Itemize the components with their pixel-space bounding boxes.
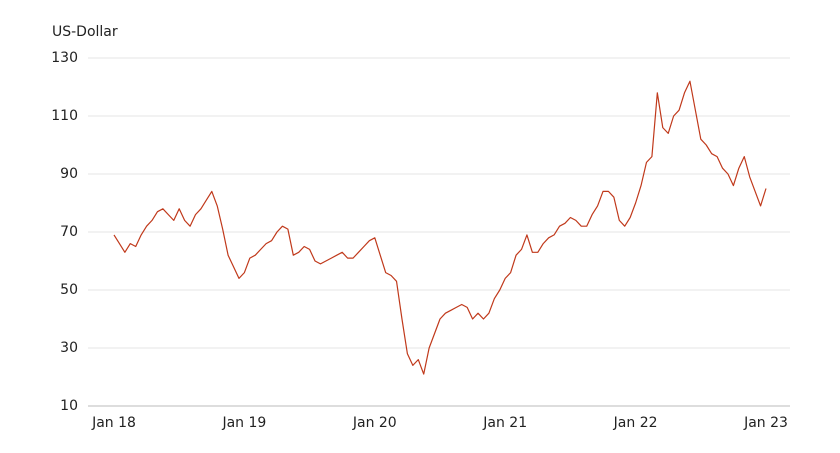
y-tick-label: 90 [60, 166, 78, 182]
x-tick-label: Jan 18 [91, 415, 136, 431]
x-tick-label: Jan 21 [482, 415, 527, 431]
y-axis-label: US-Dollar [52, 24, 118, 40]
x-tick-label: Jan 23 [743, 415, 788, 431]
x-tick-label: Jan 19 [221, 415, 266, 431]
y-tick-label: 70 [60, 224, 78, 240]
y-tick-label: 50 [60, 282, 78, 298]
y-tick-label: 130 [51, 50, 78, 66]
y-tick-label: 10 [60, 398, 78, 414]
y-tick-label: 30 [60, 340, 78, 356]
y-tick-label: 110 [51, 108, 78, 124]
price-line [113, 80, 767, 375]
x-tick-label: Jan 22 [613, 415, 658, 431]
x-tick-label: Jan 20 [352, 415, 397, 431]
